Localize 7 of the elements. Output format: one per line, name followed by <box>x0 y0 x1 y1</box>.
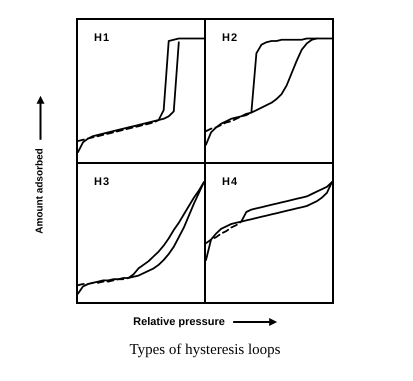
chart-title: H1 <box>94 32 110 44</box>
chart-title: H4 <box>222 176 238 188</box>
text: Types of hysteresis loops <box>129 342 281 359</box>
x-axis-title: Relative pressure <box>133 316 225 328</box>
chart-title: H2 <box>222 32 238 44</box>
chart-title: H3 <box>94 176 110 188</box>
y-axis-title: Amount adsorbed <box>34 148 46 234</box>
